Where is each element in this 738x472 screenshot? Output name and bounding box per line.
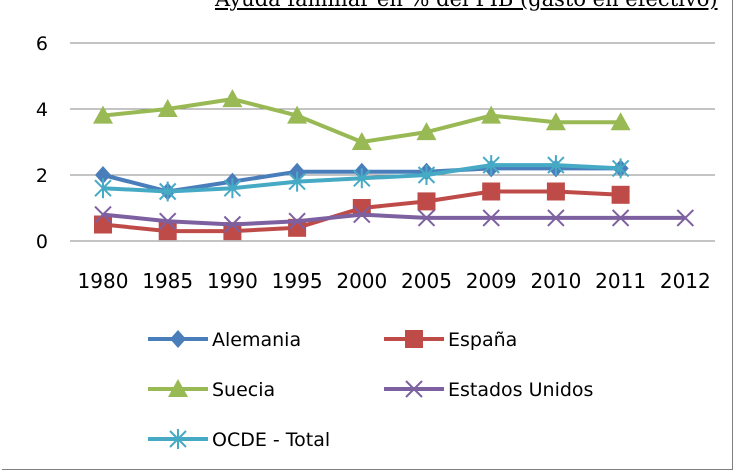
x-tick-label: 1985 xyxy=(142,269,193,293)
x-tick-label: 1980 xyxy=(78,269,129,293)
series-ocde-total xyxy=(94,155,630,202)
y-tick-label: 4 xyxy=(36,99,48,121)
data-point xyxy=(417,165,436,185)
x-tick-label: 2000 xyxy=(336,269,387,293)
legend-label: Suecia xyxy=(212,379,275,401)
legend-label: España xyxy=(448,329,517,351)
legend-item: Suecia xyxy=(148,379,275,401)
x-tick-label: 2011 xyxy=(595,269,646,293)
legend: Alemania España Suecia Estados Unidos OCDE -… xyxy=(148,329,593,451)
legend-item: Alemania xyxy=(148,329,301,351)
data-point xyxy=(223,178,242,199)
y-tick-label: 2 xyxy=(36,165,48,187)
data-point xyxy=(287,105,308,124)
data-point xyxy=(158,212,177,230)
data-point xyxy=(95,166,111,184)
data-point xyxy=(158,222,177,241)
series-estados-unidos xyxy=(94,205,695,234)
x-tick-label: 2010 xyxy=(530,269,581,293)
data-point xyxy=(158,181,177,202)
y-tick-label: 6 xyxy=(36,33,48,55)
data-point xyxy=(351,132,372,150)
legend-item: OCDE - Total xyxy=(148,429,330,451)
data-point xyxy=(222,89,243,108)
legend-marker xyxy=(170,330,186,348)
legend-marker xyxy=(405,330,423,348)
legend-label: OCDE - Total xyxy=(212,429,330,451)
data-point xyxy=(482,209,500,227)
series-lines xyxy=(93,89,695,241)
series-suecia xyxy=(93,89,631,150)
axes: 0 2 4 6 1980 1985 1990 1995 2000 2005 2009 2010 2011… xyxy=(36,33,715,293)
data-point xyxy=(352,199,371,217)
data-point xyxy=(94,215,112,234)
data-point xyxy=(417,192,436,211)
data-point xyxy=(547,155,565,176)
data-point xyxy=(94,205,112,224)
data-point xyxy=(93,105,113,124)
x-tick-label: 1995 xyxy=(272,269,323,293)
data-point xyxy=(481,105,502,124)
data-point xyxy=(288,171,306,192)
x-tick-label: 1990 xyxy=(207,269,258,293)
chart-title: Ayuda familiar en % del PIB (gasto en ef… xyxy=(215,0,718,11)
y-tick-label: 0 xyxy=(36,231,48,253)
data-point xyxy=(94,178,112,199)
legend-label: Estados Unidos xyxy=(448,379,593,401)
data-point xyxy=(546,182,565,201)
data-point xyxy=(611,158,630,179)
data-point xyxy=(157,99,178,117)
data-point xyxy=(353,205,371,224)
data-point xyxy=(610,112,631,131)
data-point xyxy=(611,209,630,227)
legend-label: Alemania xyxy=(212,329,301,351)
legend-marker xyxy=(405,380,423,398)
x-tick-label: 2012 xyxy=(660,269,711,293)
data-point xyxy=(676,209,695,227)
x-tick-label: 2005 xyxy=(401,269,452,293)
data-point xyxy=(223,215,242,234)
data-point xyxy=(545,112,566,131)
data-point xyxy=(547,209,565,227)
data-point xyxy=(223,222,242,241)
series-line xyxy=(102,212,686,227)
data-point xyxy=(482,182,501,201)
data-point xyxy=(353,168,371,189)
data-point xyxy=(416,122,437,141)
x-tick-label: 2009 xyxy=(466,269,517,293)
legend-marker xyxy=(169,429,187,449)
data-point xyxy=(482,155,500,176)
data-point xyxy=(417,209,436,227)
data-point xyxy=(611,185,630,204)
legend-marker xyxy=(168,379,188,397)
data-point xyxy=(288,212,306,230)
legend-item: Estados Unidos xyxy=(384,379,593,401)
legend-item: España xyxy=(384,329,517,351)
